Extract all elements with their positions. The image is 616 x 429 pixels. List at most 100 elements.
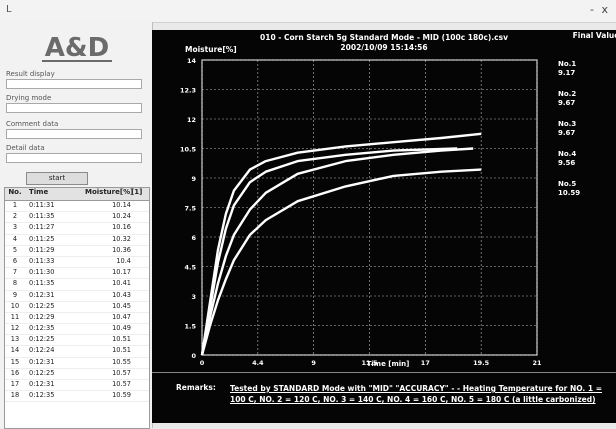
row-no: 14 — [10, 346, 20, 355]
row-time: 0:12:25 — [29, 368, 55, 377]
row-moisture: 10.41 — [112, 279, 131, 288]
y-tick-label: 10.5 — [180, 146, 197, 154]
table-row[interactable]: 16 0:12:25 10.57 — [5, 369, 149, 380]
table-row[interactable]: 6 0:11:33 10.4 — [5, 256, 149, 269]
window-titlebar: L - x — [0, 0, 616, 23]
table-row[interactable]: 4 0:11:25 10.32 — [5, 235, 149, 246]
row-no: 1 — [12, 201, 18, 209]
col-extra: [1] — [131, 188, 143, 196]
legend-name: No.3 — [558, 120, 576, 128]
legend-final: 10.59 — [558, 189, 580, 197]
row-time: 0:12:31 — [29, 290, 55, 299]
table-header: No. Time Moisture[%] [1] — [5, 188, 149, 201]
table-row[interactable]: 12 0:12:35 10.49 — [5, 324, 149, 336]
window-title: L — [6, 4, 13, 15]
x-tick-label: 0 — [200, 359, 205, 367]
row-moisture: 10.47 — [112, 312, 131, 321]
remarks-bar: Remarks: Tested by STANDARD Mode with "M… — [152, 372, 616, 423]
table-row[interactable]: 3 0:11:27 10.16 — [5, 223, 149, 235]
drying-mode-field[interactable] — [6, 103, 142, 113]
row-time: 0:12:31 — [29, 357, 55, 366]
row-time: 0:11:35 — [29, 279, 55, 288]
table-row[interactable]: 9 0:12:31 10.43 — [5, 291, 149, 302]
row-moisture: 10.51 — [112, 346, 131, 355]
legend-final: 9.17 — [558, 69, 575, 77]
row-no: 6 — [12, 256, 18, 265]
row-moisture: 10.17 — [112, 268, 131, 277]
table-row[interactable]: 11 0:12:29 10.47 — [5, 312, 149, 325]
row-no: 3 — [12, 223, 18, 232]
row-no: 18 — [10, 391, 20, 400]
y-tick-label: 6 — [191, 234, 196, 242]
table-row[interactable]: 13 0:12:25 10.51 — [5, 335, 149, 347]
row-no: 13 — [10, 335, 20, 344]
row-no: 4 — [12, 234, 18, 243]
row-time: 0:12:31 — [29, 380, 55, 388]
table-row[interactable]: 17 0:12:31 10.57 — [5, 380, 149, 392]
legend-name: No.2 — [558, 90, 576, 98]
row-moisture: 10.16 — [112, 223, 131, 232]
window-controls[interactable]: - x — [590, 3, 610, 16]
and-logo: A&D — [42, 33, 112, 63]
table-row[interactable]: 14 0:12:24 10.51 — [5, 346, 149, 358]
x-tick-label: 19.5 — [473, 359, 490, 367]
row-moisture: 10.32 — [112, 234, 131, 243]
y-tick-label: 0 — [191, 352, 196, 360]
sidebar-panel: A&D Result display Drying mode Comment d… — [0, 22, 153, 429]
row-no: 17 — [10, 380, 20, 388]
table-row[interactable]: 2 0:11:35 10.24 — [5, 212, 149, 224]
row-no: 15 — [10, 357, 20, 366]
legend-final: 9.67 — [558, 99, 575, 107]
row-moisture: 10.49 — [112, 324, 131, 333]
row-no: 8 — [12, 279, 18, 288]
series-line — [200, 147, 458, 356]
table-row[interactable]: 18 0:12:35 10.59 — [5, 391, 149, 403]
table-row[interactable]: 15 0:12:31 10.55 — [5, 358, 149, 369]
result-display-field[interactable] — [6, 79, 142, 89]
logo-text: A&D — [45, 33, 109, 63]
row-moisture: 10.55 — [112, 357, 131, 366]
row-time: 0:12:25 — [29, 301, 55, 310]
row-time: 0:12:25 — [29, 335, 55, 344]
y-tick-label: 7.5 — [184, 205, 196, 213]
table-row[interactable]: 5 0:11:29 10.36 — [5, 246, 149, 257]
row-no: 5 — [12, 245, 18, 254]
remarks-text: Tested by STANDARD Mode with "MID" "ACCU… — [230, 384, 603, 404]
table-row[interactable]: 7 0:11:30 10.17 — [5, 268, 149, 280]
row-time: 0:12:29 — [29, 312, 55, 321]
table-row[interactable]: 10 0:12:25 10.45 — [5, 302, 149, 313]
chart-panel: 010 - Corn Starch 5g Standard Mode - MID… — [152, 30, 616, 402]
x-tick-label: 4.4 — [252, 359, 264, 367]
row-no: 16 — [10, 368, 20, 377]
chart-subtitle: 2002/10/09 15:14:56 — [340, 43, 427, 52]
row-time: 0:12:24 — [29, 346, 55, 355]
col-time: Time — [29, 188, 49, 196]
row-no: 11 — [10, 312, 20, 321]
comment-label: Comment data — [6, 120, 59, 128]
detail-field[interactable] — [6, 153, 142, 163]
y-tick-label: 3 — [191, 293, 196, 301]
row-moisture: 10.36 — [112, 245, 131, 254]
col-no: No. — [8, 188, 22, 196]
row-time: 0:11:31 — [29, 201, 55, 209]
y-tick-label: 9 — [191, 175, 196, 183]
series-line — [200, 168, 482, 356]
row-time: 0:11:33 — [29, 256, 55, 265]
row-no: 7 — [12, 268, 18, 277]
comment-field[interactable] — [6, 129, 142, 139]
y-tick-label: 12 — [187, 116, 196, 124]
table-row[interactable]: 8 0:11:35 10.41 — [5, 279, 149, 291]
row-no: 12 — [10, 324, 20, 333]
result-display-label: Result display — [6, 70, 55, 78]
row-moisture: 10.24 — [112, 212, 131, 221]
detail-label: Detail data — [6, 144, 45, 152]
row-no: 2 — [12, 212, 18, 221]
series-line — [200, 147, 474, 356]
table-row[interactable]: 1 0:11:31 10.14 — [5, 201, 149, 213]
start-button[interactable]: start — [26, 172, 88, 185]
y-tick-label: 12.3 — [180, 87, 196, 95]
row-moisture: 10.14 — [112, 201, 131, 209]
y-tick-label: 14 — [187, 57, 197, 65]
row-time: 0:11:25 — [29, 234, 55, 243]
legend-name: No.1 — [558, 60, 576, 68]
